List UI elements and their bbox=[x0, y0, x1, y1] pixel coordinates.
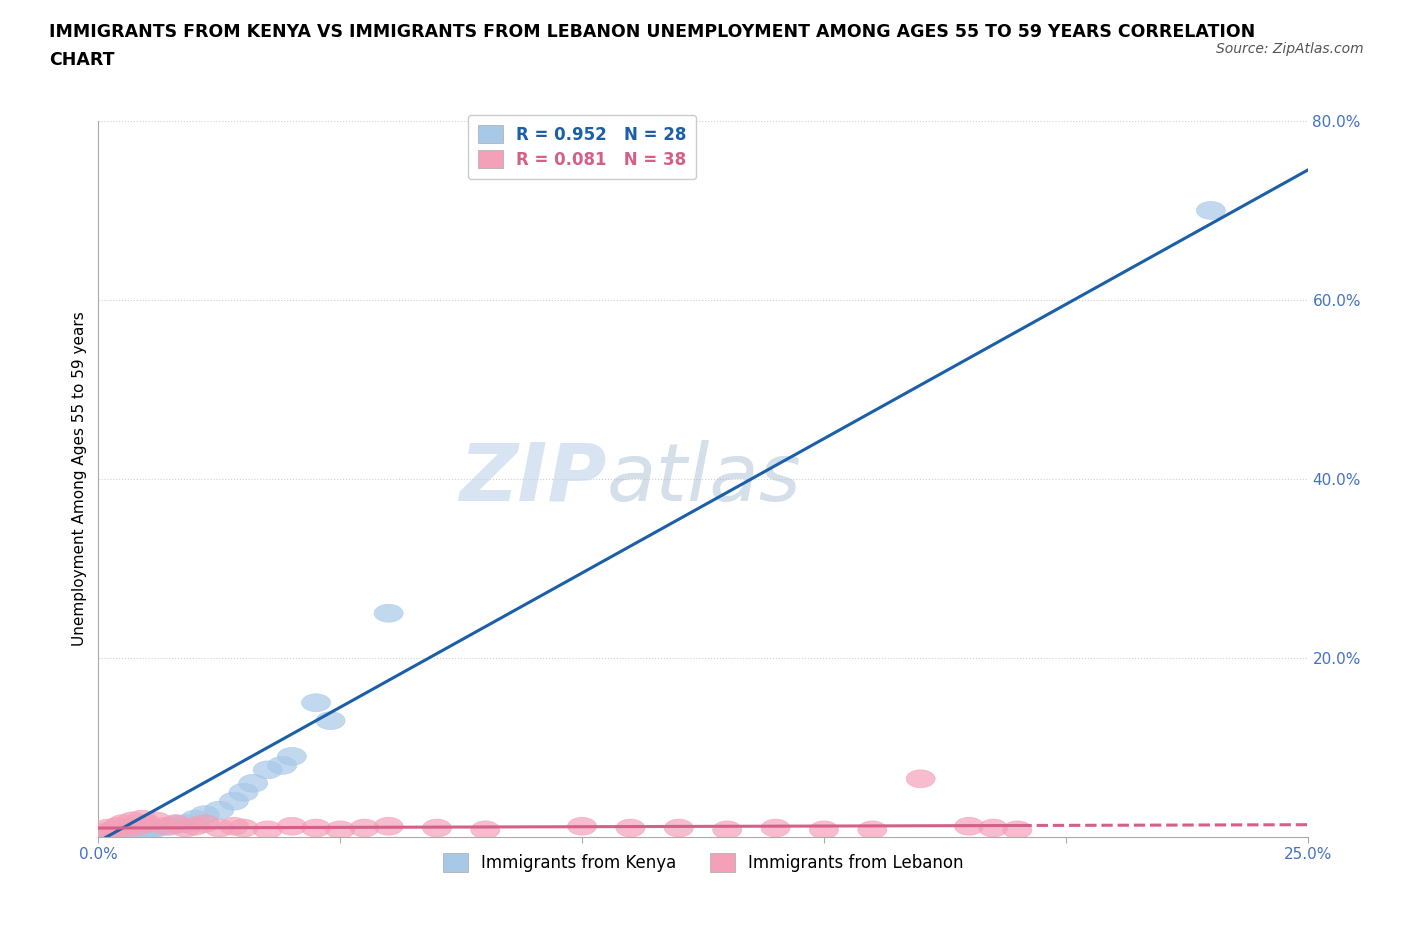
Text: Source: ZipAtlas.com: Source: ZipAtlas.com bbox=[1216, 42, 1364, 56]
Ellipse shape bbox=[253, 821, 283, 839]
Ellipse shape bbox=[301, 819, 330, 837]
Ellipse shape bbox=[132, 821, 162, 839]
Ellipse shape bbox=[142, 819, 172, 837]
Ellipse shape bbox=[103, 825, 132, 844]
Ellipse shape bbox=[89, 824, 118, 842]
Ellipse shape bbox=[979, 819, 1008, 837]
Ellipse shape bbox=[122, 817, 152, 835]
Ellipse shape bbox=[98, 825, 128, 843]
Ellipse shape bbox=[253, 761, 283, 778]
Ellipse shape bbox=[374, 817, 404, 835]
Ellipse shape bbox=[350, 819, 380, 837]
Ellipse shape bbox=[142, 812, 172, 830]
Ellipse shape bbox=[205, 819, 233, 837]
Ellipse shape bbox=[239, 775, 267, 792]
Ellipse shape bbox=[267, 756, 297, 775]
Ellipse shape bbox=[118, 812, 146, 830]
Ellipse shape bbox=[219, 792, 249, 810]
Ellipse shape bbox=[108, 815, 138, 832]
Ellipse shape bbox=[172, 819, 200, 837]
Ellipse shape bbox=[1197, 202, 1226, 219]
Ellipse shape bbox=[156, 817, 186, 835]
Ellipse shape bbox=[905, 770, 935, 788]
Ellipse shape bbox=[103, 817, 132, 835]
Ellipse shape bbox=[277, 748, 307, 765]
Ellipse shape bbox=[94, 825, 122, 844]
Ellipse shape bbox=[152, 817, 180, 835]
Ellipse shape bbox=[94, 819, 122, 837]
Ellipse shape bbox=[128, 823, 156, 841]
Y-axis label: Unemployment Among Ages 55 to 59 years: Unemployment Among Ages 55 to 59 years bbox=[72, 312, 87, 646]
Ellipse shape bbox=[277, 817, 307, 835]
Ellipse shape bbox=[229, 819, 259, 837]
Ellipse shape bbox=[205, 802, 233, 819]
Ellipse shape bbox=[664, 819, 693, 837]
Ellipse shape bbox=[374, 604, 404, 622]
Ellipse shape bbox=[316, 711, 344, 729]
Ellipse shape bbox=[713, 821, 742, 839]
Ellipse shape bbox=[132, 815, 162, 832]
Ellipse shape bbox=[1002, 821, 1032, 839]
Ellipse shape bbox=[190, 805, 219, 824]
Ellipse shape bbox=[112, 824, 142, 842]
Ellipse shape bbox=[301, 694, 330, 711]
Ellipse shape bbox=[108, 824, 138, 842]
Ellipse shape bbox=[471, 821, 501, 839]
Ellipse shape bbox=[180, 810, 209, 828]
Ellipse shape bbox=[172, 815, 200, 832]
Ellipse shape bbox=[229, 783, 259, 802]
Ellipse shape bbox=[180, 817, 209, 835]
Ellipse shape bbox=[810, 821, 838, 839]
Text: atlas: atlas bbox=[606, 440, 801, 518]
Text: IMMIGRANTS FROM KENYA VS IMMIGRANTS FROM LEBANON UNEMPLOYMENT AMONG AGES 55 TO 5: IMMIGRANTS FROM KENYA VS IMMIGRANTS FROM… bbox=[49, 23, 1256, 41]
Ellipse shape bbox=[112, 819, 142, 837]
Ellipse shape bbox=[761, 819, 790, 837]
Ellipse shape bbox=[219, 817, 249, 835]
Ellipse shape bbox=[955, 817, 984, 835]
Ellipse shape bbox=[616, 819, 645, 837]
Ellipse shape bbox=[162, 816, 190, 833]
Ellipse shape bbox=[326, 821, 354, 839]
Ellipse shape bbox=[190, 815, 219, 832]
Ellipse shape bbox=[858, 821, 887, 839]
Text: ZIP: ZIP bbox=[458, 440, 606, 518]
Ellipse shape bbox=[422, 819, 451, 837]
Ellipse shape bbox=[162, 815, 190, 832]
Ellipse shape bbox=[98, 821, 128, 839]
Ellipse shape bbox=[122, 822, 152, 840]
Ellipse shape bbox=[128, 810, 156, 828]
Text: CHART: CHART bbox=[49, 51, 115, 69]
Legend: Immigrants from Kenya, Immigrants from Lebanon: Immigrants from Kenya, Immigrants from L… bbox=[436, 847, 970, 879]
Ellipse shape bbox=[138, 820, 166, 838]
Ellipse shape bbox=[118, 823, 146, 841]
Ellipse shape bbox=[89, 826, 118, 844]
Ellipse shape bbox=[568, 817, 596, 835]
